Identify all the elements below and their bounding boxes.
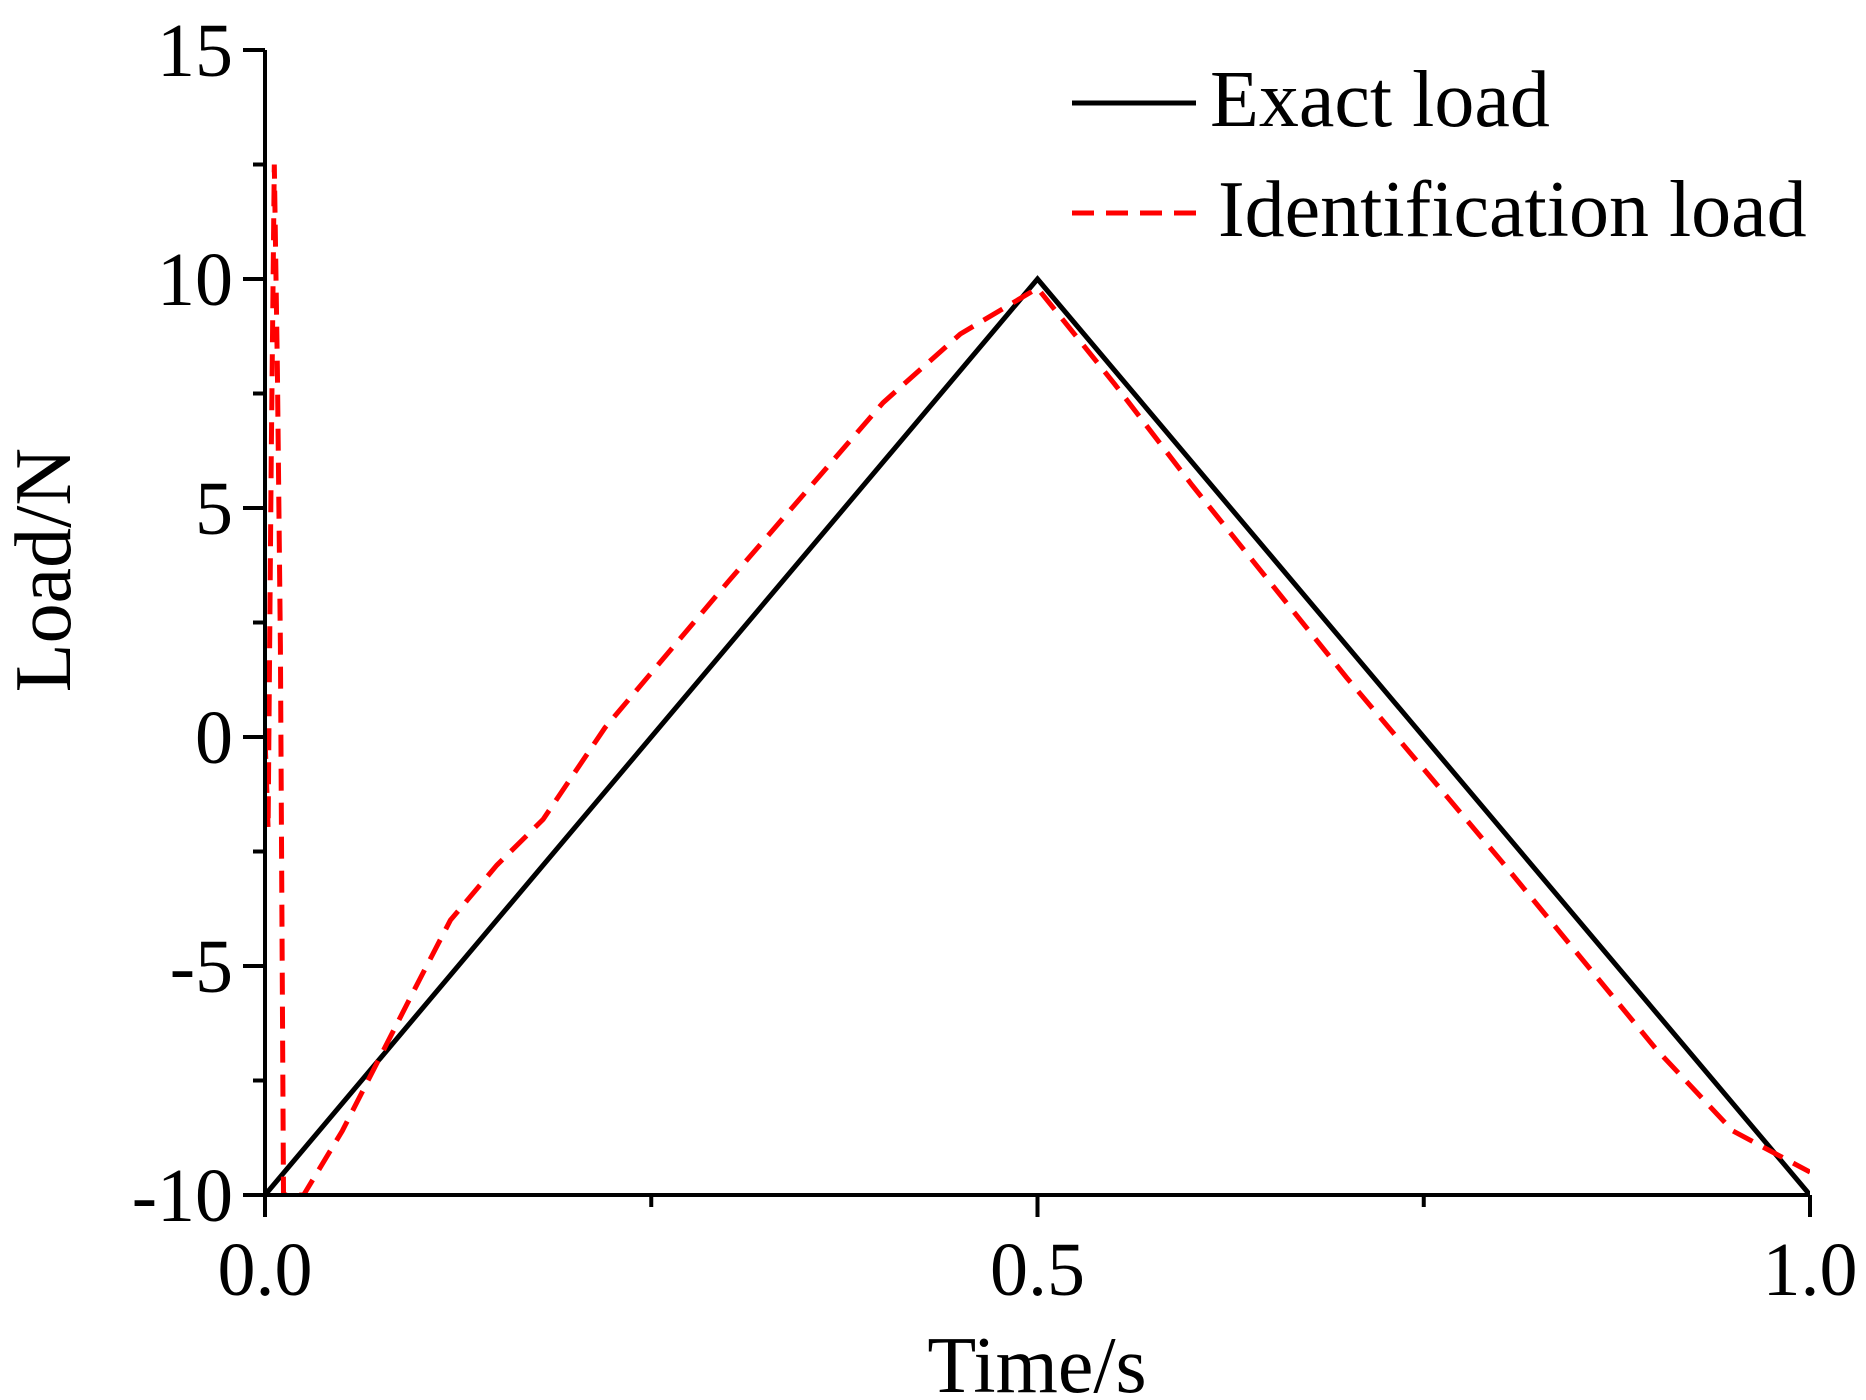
y-tick-label: -10 [132, 1154, 233, 1238]
x-axis-label: Time/s [927, 1322, 1146, 1400]
y-tick-label: 5 [195, 467, 233, 551]
y-axis-label: Load/N [0, 448, 88, 692]
series-layer [265, 164, 1810, 1195]
legend-label-identification-load: Identification load [1218, 166, 1807, 254]
y-tick-label: 10 [157, 238, 233, 322]
x-tick-label: 0.5 [990, 1228, 1085, 1312]
y-tick-label: 0 [195, 696, 233, 780]
x-tick-label: 0.0 [218, 1228, 313, 1312]
legend-label-exact-load: Exact load [1210, 56, 1550, 144]
series-line-identification-load [265, 164, 1810, 1195]
x-tick-label: 1.0 [1763, 1228, 1858, 1312]
y-tick-label: 15 [157, 9, 233, 93]
series-line-exact-load [265, 275, 1810, 1195]
y-tick-label: -5 [170, 925, 233, 1009]
legend: Exact load Identification load [1072, 56, 1807, 254]
ticks: -10 -5 0 5 10 15 0.0 0.5 1.0 [132, 9, 1858, 1312]
